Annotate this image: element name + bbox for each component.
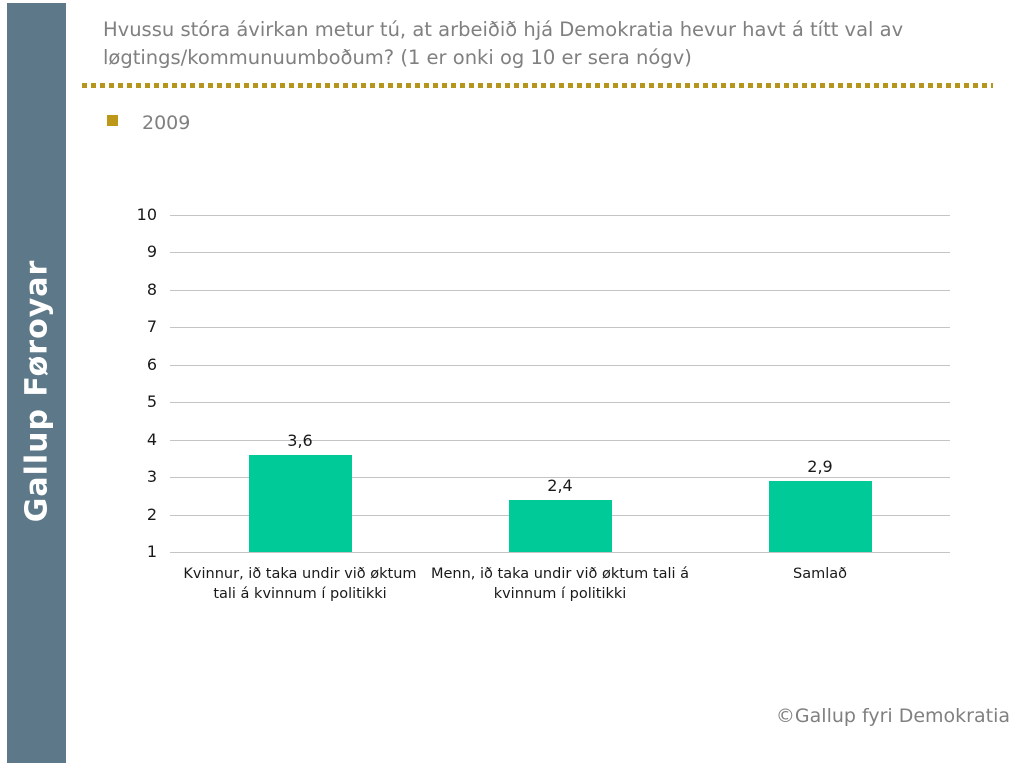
y-tick-label: 3 <box>146 467 157 487</box>
legend-year-label: 2009 <box>142 112 191 134</box>
y-tick-label: 7 <box>146 317 157 337</box>
bar <box>248 454 352 552</box>
y-tick-label: 1 <box>146 542 157 561</box>
legend-swatch-icon <box>107 115 118 126</box>
gridline <box>170 439 950 441</box>
gridline <box>170 552 950 553</box>
gridline <box>170 402 950 404</box>
x-category-label: Menn, ið taka undir við øktum tali á kvi… <box>430 566 690 602</box>
y-tick-label: 9 <box>146 242 157 262</box>
gridline <box>170 289 950 291</box>
brand-sidebar: Gallup Føroyar <box>7 3 66 763</box>
bar <box>768 480 872 552</box>
x-category-label: Kvinnur, ið taka undir við øktum tali á … <box>183 566 417 602</box>
bar <box>508 499 612 552</box>
bar-value-label: 2,9 <box>807 456 833 476</box>
copyright-footer: ©Gallup fyri Demokratia <box>775 705 1010 727</box>
bar-value-label: 3,6 <box>287 430 313 450</box>
slide-title: Hvussu stóra ávirkan metur tú, at arbeið… <box>103 18 904 69</box>
y-tick-label: 10 <box>136 205 157 224</box>
gridline <box>170 364 950 366</box>
y-tick-label: 2 <box>146 504 157 524</box>
dotted-divider <box>82 83 993 88</box>
y-tick-label: 5 <box>146 392 157 412</box>
bar-value-label: 2,4 <box>547 475 573 495</box>
x-category-label: Samlað <box>793 566 847 582</box>
gridline <box>170 252 950 254</box>
gridline <box>170 477 950 479</box>
chart-legend: 2009 <box>107 112 190 134</box>
gridline <box>170 215 950 216</box>
y-tick-label: 8 <box>146 279 157 299</box>
y-tick-label: 6 <box>146 354 157 374</box>
y-tick-label: 4 <box>146 429 157 449</box>
gridline <box>170 327 950 329</box>
